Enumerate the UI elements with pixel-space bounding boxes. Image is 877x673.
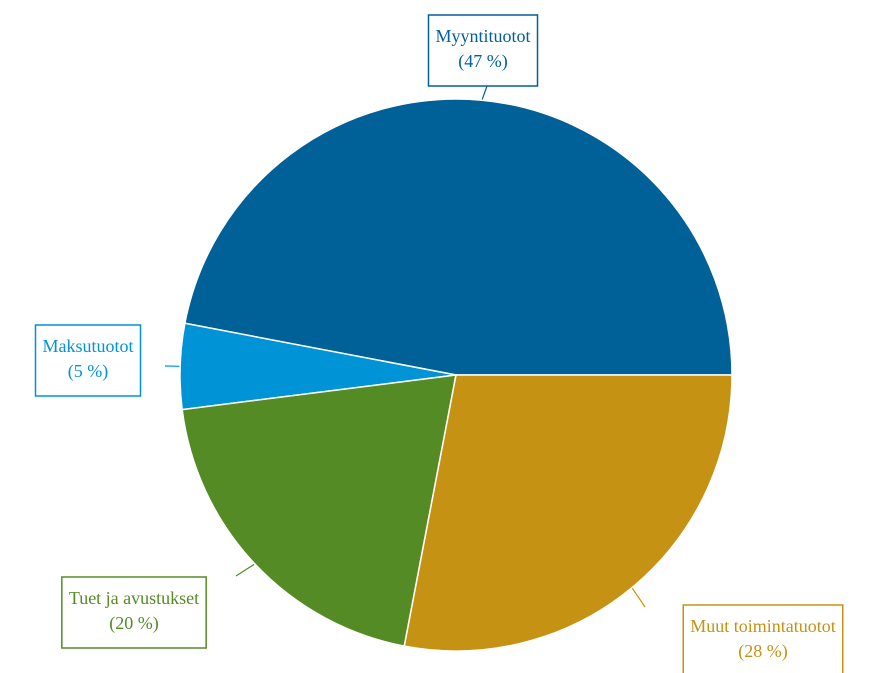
- slice-value-label: (20 %): [109, 613, 158, 634]
- slice-label: Muut toimintatuotot: [690, 616, 836, 636]
- slice-value-label: (47 %): [458, 51, 507, 72]
- labels: Myyntituotot (47 %) Maksutuotot (5 %) Tuet j…: [34, 14, 844, 673]
- label-box: [682, 604, 844, 673]
- pie-slice: [184, 98, 733, 376]
- leader-line: [235, 563, 256, 577]
- slice-label: Myyntituotot: [435, 26, 530, 46]
- slice-label: Tuet ja avustukset: [69, 588, 199, 608]
- pie-slice: [403, 374, 733, 652]
- slice-value-label: (5 %): [68, 361, 108, 382]
- leader-line: [631, 587, 646, 608]
- label-box: [427, 14, 539, 87]
- label-box: [61, 576, 207, 649]
- slice-value-label: (28 %): [738, 641, 787, 662]
- leader-line: [481, 85, 488, 101]
- label-box: [34, 324, 142, 397]
- pie-slice: [181, 374, 457, 647]
- slice-label: Maksutuotot: [42, 336, 133, 356]
